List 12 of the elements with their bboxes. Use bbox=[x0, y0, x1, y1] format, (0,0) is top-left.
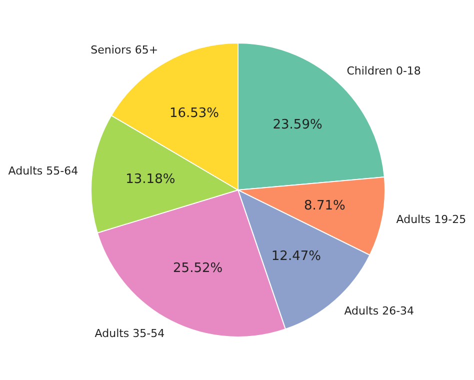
slice-label: Children 0-18 bbox=[346, 64, 421, 78]
data-label: 8.71% bbox=[304, 198, 346, 214]
slice-label: Adults 26-34 bbox=[344, 304, 414, 318]
data-label: 13.18% bbox=[126, 172, 176, 188]
data-label: 25.52% bbox=[173, 261, 223, 276]
data-label: 16.53% bbox=[169, 106, 220, 121]
data-label: 12.47% bbox=[271, 248, 321, 264]
slice-label: Seniors 65+ bbox=[90, 44, 158, 57]
data-label: 23.59% bbox=[272, 117, 322, 132]
slice-label: Adults 19-25 bbox=[396, 213, 466, 226]
slice-label: Adults 35-54 bbox=[94, 326, 165, 340]
slice-label: Adults 55-64 bbox=[8, 164, 78, 178]
